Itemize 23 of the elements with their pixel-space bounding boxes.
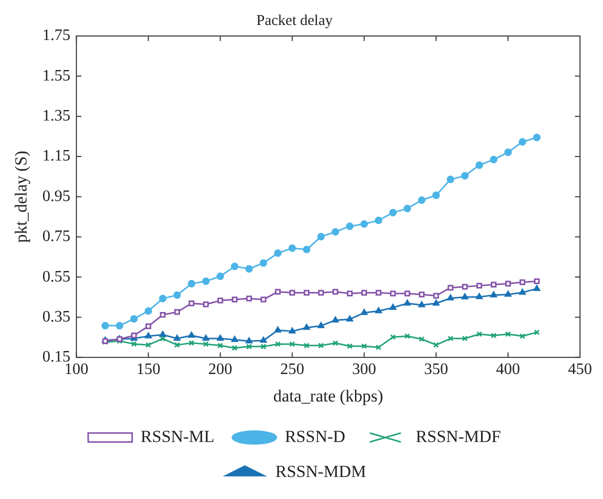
x-tick-label: 400 — [496, 361, 520, 378]
legend-label: RSSN-MDM — [275, 462, 366, 481]
x-axis-title: data_rate (kbps) — [273, 386, 384, 406]
legend-label: RSSN-D — [284, 426, 346, 446]
legend-label: RSSN-ML — [140, 426, 214, 446]
legend-label: RSSN-MDF — [416, 426, 501, 446]
x-tick-label: 300 — [352, 361, 376, 378]
y-tick-label: 0.75 — [42, 228, 70, 246]
x-tick-label: 200 — [208, 361, 232, 378]
y-tick-label: 1.35 — [42, 108, 70, 125]
y-tick-label: 0.35 — [42, 308, 70, 326]
y-tick-label: 1.75 — [42, 27, 70, 44]
chart-title: Packet delay — [256, 12, 334, 29]
x-tick-label: 100 — [64, 361, 88, 378]
y-tick-label: 1.15 — [42, 148, 70, 165]
x-tick-label: 250 — [280, 361, 304, 378]
y-tick-label: 0.55 — [42, 268, 70, 286]
x-tick-label: 150 — [136, 361, 160, 378]
x-tick-label: 350 — [424, 361, 448, 378]
x-tick-label: 450 — [568, 361, 592, 378]
y-axis-title: pkt_delay (S) — [12, 150, 31, 243]
y-tick-label: 0.95 — [42, 188, 70, 205]
y-tick-label: 1.55 — [42, 67, 70, 84]
